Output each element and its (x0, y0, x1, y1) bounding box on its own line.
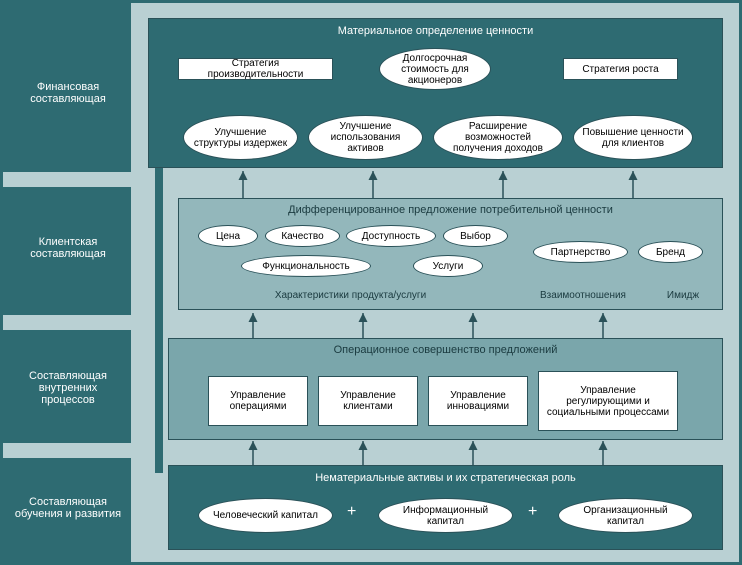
row-label-client: Клиентская составляющая (13, 228, 123, 268)
cap-2: Организационный капитал (558, 498, 693, 533)
diagram-wrap: Финансовая составляющая Клиентская соста… (0, 0, 742, 565)
row-label-finance: Финансовая составляющая (13, 73, 123, 113)
s2-bl-1: Взаимоотношения (523, 290, 643, 301)
section1-title: Материальное определение ценности (149, 25, 722, 37)
section3-title: Операционное совершенство предложений (169, 344, 722, 356)
goal-0: Улучшение структуры издержек (183, 115, 298, 160)
row-label-learning: Составляющая обучения и развития (13, 483, 123, 533)
proc-2: Управление инновациями (428, 376, 528, 426)
proc-3: Управление регулирующими и социальными п… (538, 371, 678, 431)
plus-0: + (347, 503, 356, 521)
s2-bl-0: Характеристики продукта/услуги (238, 290, 463, 301)
s2-serv: Услуги (413, 255, 483, 277)
top-oval: Долгосрочная стоимость для акционеров (379, 48, 491, 90)
row-label-internal: Составляющая внутренних процессов (13, 363, 123, 413)
section2-title: Дифференцированное предложение потребите… (179, 204, 722, 216)
strategy-right: Стратегия роста (563, 58, 678, 80)
s2-quality: Качество (265, 225, 340, 247)
plus-1: + (528, 503, 537, 521)
s2-func: Функциональность (241, 255, 371, 277)
goal-1: Улучшение использования активов (308, 115, 423, 160)
cap-1: Информационный капитал (378, 498, 513, 533)
s2-brand: Бренд (638, 241, 703, 263)
strategy-left: Стратегия производительности (178, 58, 333, 80)
s2-price: Цена (198, 225, 258, 247)
proc-0: Управление операциями (208, 376, 308, 426)
proc-1: Управление клиентами (318, 376, 418, 426)
s2-bl-2: Имидж (653, 290, 713, 301)
s2-partner: Партнерство (533, 241, 628, 263)
cap-0: Человеческий капитал (198, 498, 333, 533)
s2-choice: Выбор (443, 225, 508, 247)
goal-2: Расширение возможностей получения доходо… (433, 115, 563, 160)
s2-avail: Доступность (346, 225, 436, 247)
goal-3: Повышение ценности для клиентов (573, 115, 693, 160)
section4-title: Нематериальные активы и их стратегическа… (169, 472, 722, 484)
